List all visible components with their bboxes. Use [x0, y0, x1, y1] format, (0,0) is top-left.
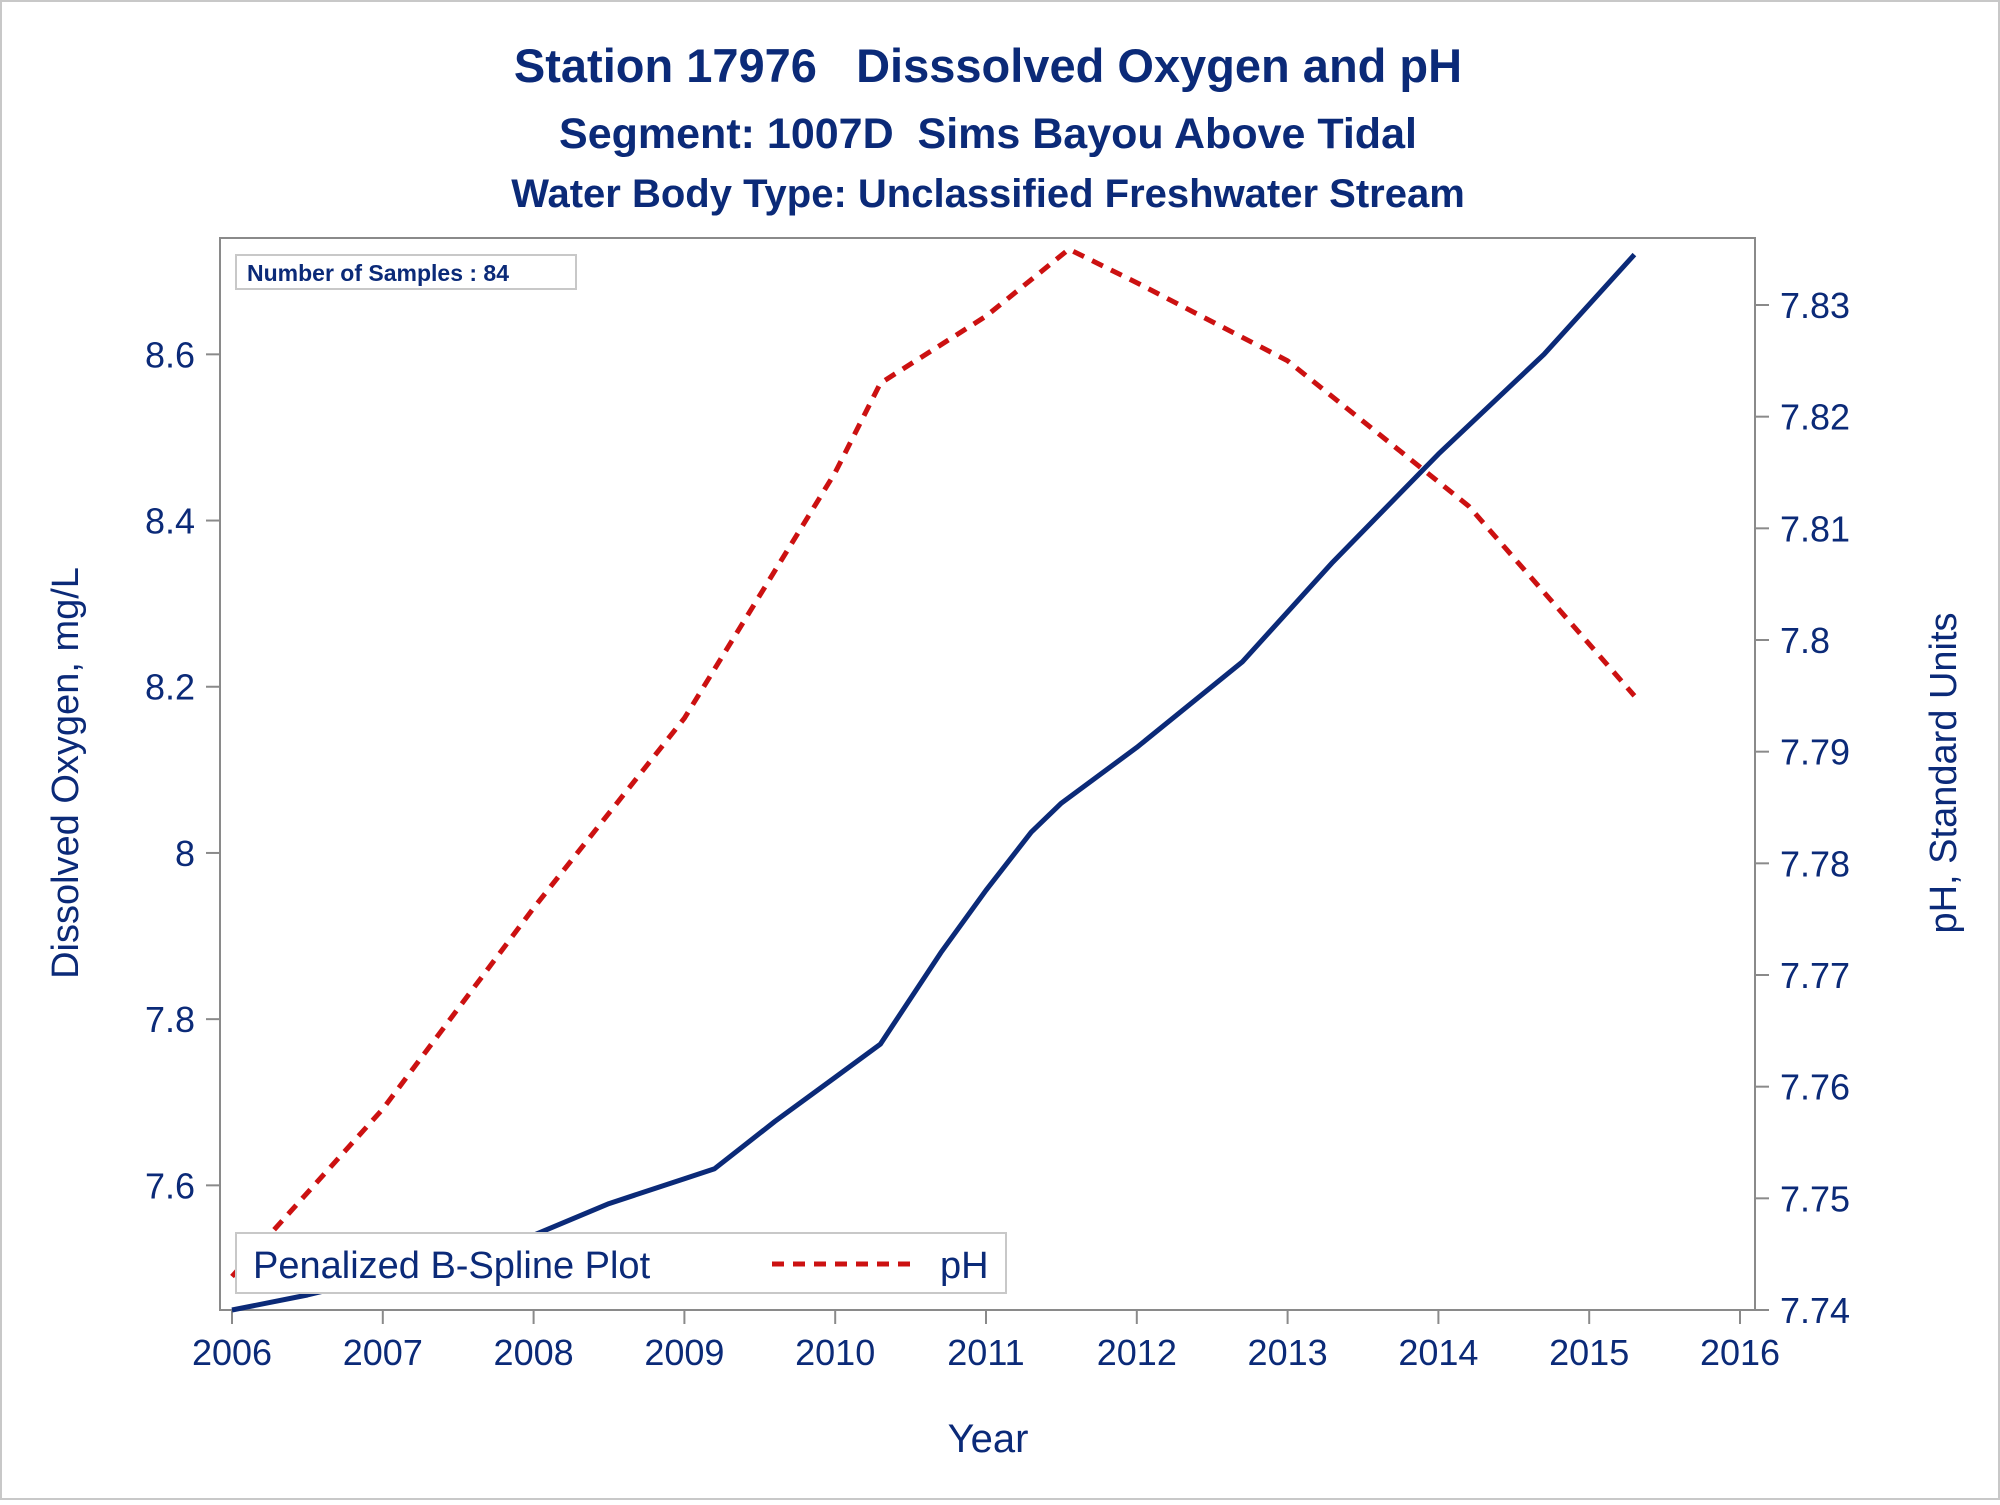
y-right-tick-label: 7.81	[1780, 508, 1850, 549]
y-axis-right: 7.74 7.75 7.76 7.77 7.78 7.79 7.8 7.81 7.82 7.83	[1755, 285, 1850, 1331]
x-tick-label: 2011	[947, 1332, 1024, 1373]
x-axis-label: Year	[948, 1417, 1029, 1461]
legend-label-spline: Penalized B-Spline Plot	[253, 1245, 651, 1287]
x-axis: 2006 2007 2008 2009 2010 2011 2012 2013 2014 2015…	[192, 1310, 1780, 1373]
y-right-tick-label: 7.79	[1780, 732, 1850, 773]
y-axis-left: 7.6 7.8 8 8.2 8.4 8.6	[145, 334, 220, 1206]
y-right-tick-label: 7.77	[1780, 955, 1850, 996]
x-tick-label: 2009	[644, 1332, 724, 1373]
x-tick-label: 2013	[1248, 1332, 1328, 1373]
y-right-tick-label: 7.74	[1780, 1290, 1850, 1331]
y-right-tick-label: 7.76	[1780, 1067, 1850, 1108]
chart-subtitle2: Water Body Type: Unclassified Freshwater…	[511, 172, 1465, 216]
series-line-ph	[230, 246, 1637, 1279]
y-left-tick-label: 8	[175, 833, 195, 874]
y-left-tick-label: 8.6	[145, 334, 195, 375]
y-axis-left-label: Dissolved Oxygen, mg/L	[45, 567, 87, 979]
y-left-tick-label: 7.6	[145, 1165, 195, 1206]
annotation-text: Number of Samples : 84	[247, 260, 509, 286]
x-tick-label: 2015	[1549, 1332, 1629, 1373]
annotation-box	[235, 254, 577, 290]
y-right-tick-label: 7.75	[1780, 1178, 1850, 1219]
plot-frame	[219, 237, 1756, 1311]
x-tick-label: 2006	[192, 1332, 272, 1373]
x-tick-label: 2010	[795, 1332, 875, 1373]
legend-label-ph: pH	[940, 1245, 989, 1287]
y-left-tick-label: 7.8	[145, 999, 195, 1040]
x-tick-label: 2008	[494, 1332, 574, 1373]
x-tick-label: 2016	[1700, 1332, 1780, 1373]
y-right-tick-label: 7.78	[1780, 843, 1850, 884]
legend: Penalized B-Spline Plot pH	[235, 1232, 1007, 1294]
y-right-tick-label: 7.8	[1780, 620, 1830, 661]
y-right-tick-label: 7.82	[1780, 397, 1850, 438]
chart-subtitle: Segment: 1007D Sims Bayou Above Tidal	[559, 110, 1417, 158]
x-tick-label: 2012	[1097, 1332, 1177, 1373]
x-tick-label: 2014	[1398, 1332, 1478, 1373]
y-left-tick-label: 8.4	[145, 501, 195, 542]
chart-title: Station 17976 Disssolved Oxygen and pH	[514, 39, 1462, 92]
y-right-tick-label: 7.83	[1780, 285, 1850, 326]
y-left-tick-label: 8.2	[145, 667, 195, 708]
y-axis-right-label: pH, Standard Units	[1923, 612, 1965, 933]
x-tick-label: 2007	[343, 1332, 423, 1373]
